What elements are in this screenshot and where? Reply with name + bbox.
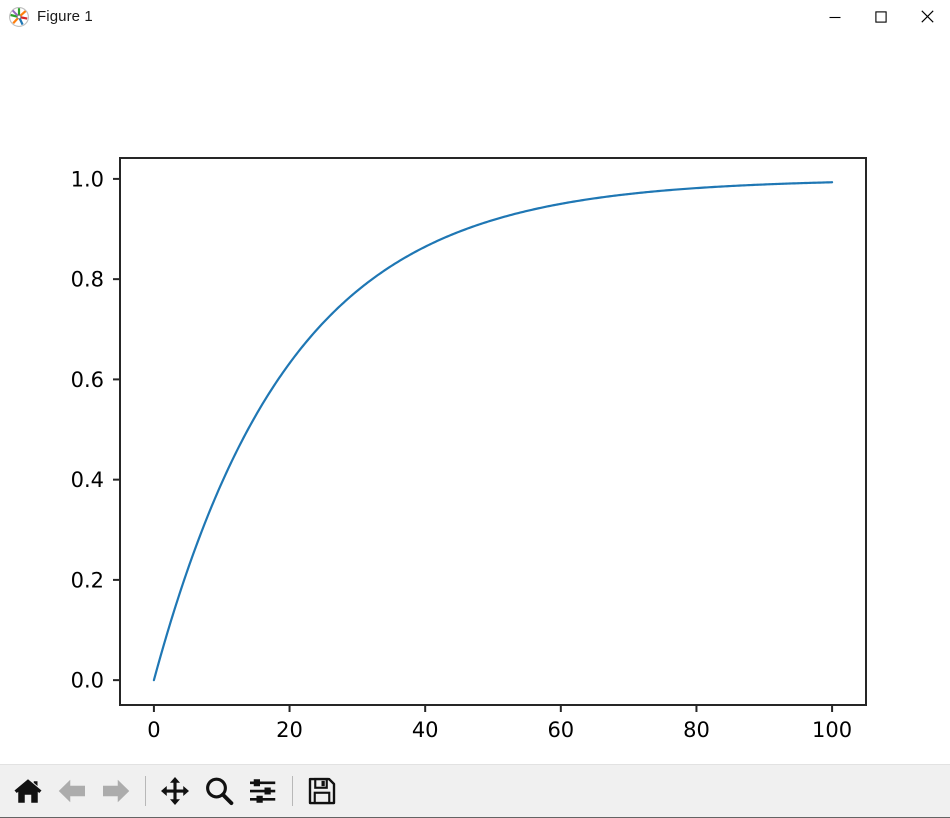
right-arrow-icon (103, 779, 130, 803)
x-tick-labels: 0 20 40 60 80 100 (147, 718, 852, 742)
home-button[interactable] (7, 770, 49, 812)
y-tick-marks (113, 177, 120, 682)
close-button[interactable] (904, 0, 950, 33)
x-tick-label: 0 (147, 718, 160, 742)
navigation-toolbar (0, 764, 950, 818)
y-tick-labels: 0.0 0.2 0.4 0.6 0.8 1.0 (71, 167, 104, 692)
window-controls (812, 0, 950, 33)
forward-button[interactable] (95, 770, 137, 812)
sliders-icon (250, 779, 276, 803)
matplotlib-logo-icon (8, 6, 30, 28)
figure-canvas-area[interactable]: 0 20 40 60 80 100 0.0 0.2 0.4 0.6 0.8 1.0 (0, 33, 950, 764)
y-tick-label: 0.6 (71, 368, 104, 392)
x-tick-label: 60 (547, 718, 574, 742)
floppy-disk-icon (308, 777, 336, 805)
y-tick-label: 1.0 (71, 167, 104, 191)
toolbar-separator-2 (292, 776, 293, 806)
x-tick-label: 20 (276, 718, 303, 742)
y-tick-label: 0.4 (71, 468, 104, 492)
y-tick-label: 0.2 (71, 568, 104, 592)
x-tick-label: 80 (683, 718, 710, 742)
x-tick-label: 100 (812, 718, 852, 742)
axes-frame (119, 157, 867, 706)
save-button[interactable] (301, 770, 343, 812)
zoom-button[interactable] (198, 770, 240, 812)
y-tick-label: 0.8 (71, 268, 104, 292)
back-button[interactable] (51, 770, 93, 812)
magnifier-icon (206, 777, 234, 806)
line-series-curve (152, 181, 834, 682)
x-tick-marks (152, 705, 834, 712)
home-icon (14, 779, 42, 803)
left-arrow-icon (58, 779, 85, 803)
pan-button[interactable] (154, 770, 196, 812)
toolbar-separator-1 (145, 776, 146, 806)
minimize-button[interactable] (812, 0, 858, 33)
y-tick-label: 0.0 (71, 669, 104, 693)
maximize-button[interactable] (858, 0, 904, 33)
matplotlib-figure[interactable]: 0 20 40 60 80 100 0.0 0.2 0.4 0.6 0.8 1.0 (0, 33, 950, 762)
move-arrows-icon (161, 777, 189, 805)
window-titlebar: Figure 1 (0, 0, 950, 33)
x-tick-label: 40 (412, 718, 439, 742)
configure-subplots-button[interactable] (242, 770, 284, 812)
window-title: Figure 1 (37, 8, 93, 25)
